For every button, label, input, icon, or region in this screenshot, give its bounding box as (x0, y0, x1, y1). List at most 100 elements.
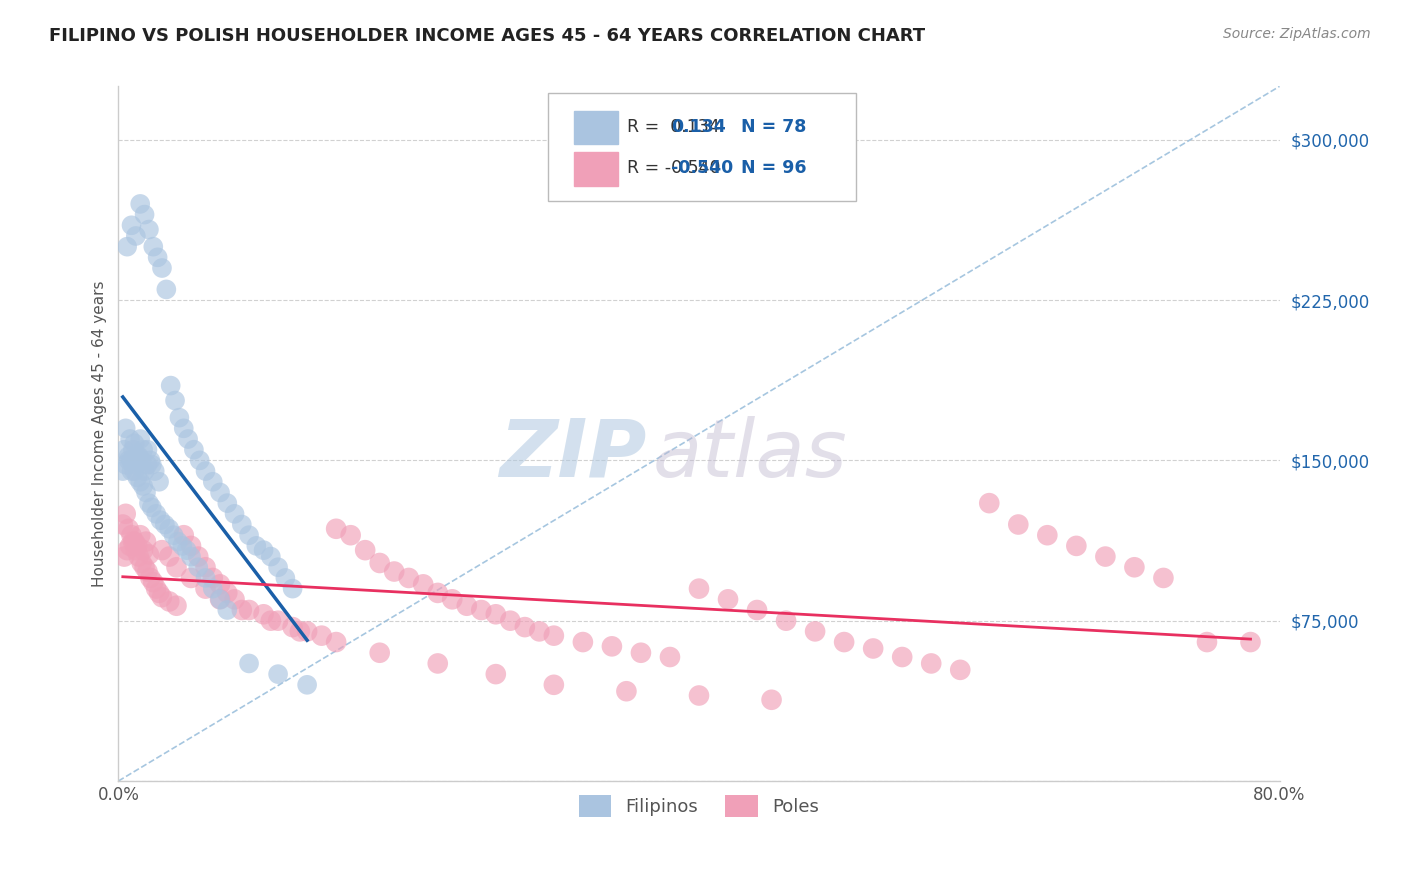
Point (187, 560, 209, 574)
Point (485, 607, 508, 622)
Point (145, 507, 167, 521)
Point (134, 560, 156, 574)
Point (135, 485, 157, 500)
Point (208, 485, 231, 500)
Point (125, 543, 148, 558)
Point (138, 548, 160, 562)
Point (339, 528, 361, 542)
Point (134, 464, 156, 478)
Point (1007, 517, 1029, 532)
Point (139, 571, 162, 585)
Point (128, 549, 150, 564)
Point (142, 575, 165, 590)
Point (177, 432, 200, 446)
Point (245, 539, 267, 553)
Point (208, 592, 231, 607)
Point (499, 614, 522, 628)
Point (891, 650, 914, 665)
Point (238, 603, 260, 617)
Point (201, 582, 224, 596)
Point (832, 635, 855, 649)
Point (862, 641, 884, 656)
Point (1195, 635, 1218, 649)
Point (217, 586, 239, 600)
Point (616, 684, 638, 698)
Point (176, 543, 198, 558)
Y-axis label: Householder Income Ages 45 - 64 years: Householder Income Ages 45 - 64 years (93, 280, 107, 587)
Text: R =  0.134: R = 0.134 (627, 118, 720, 136)
Point (124, 436, 146, 450)
Point (1094, 549, 1116, 564)
Point (111, 464, 134, 478)
Point (252, 607, 274, 622)
Point (136, 442, 159, 457)
Point (127, 539, 149, 553)
Point (117, 522, 139, 536)
Point (267, 560, 290, 574)
Point (194, 560, 217, 574)
Point (159, 378, 181, 392)
Point (114, 421, 136, 435)
Point (224, 507, 246, 521)
Point (252, 543, 274, 558)
Point (295, 624, 318, 639)
Text: FILIPINO VS POLISH HOUSEHOLDER INCOME AGES 45 - 64 YEARS CORRELATION CHART: FILIPINO VS POLISH HOUSEHOLDER INCOME AG… (49, 27, 925, 45)
Point (157, 522, 180, 536)
Point (1066, 539, 1088, 553)
Point (157, 549, 180, 564)
Point (129, 197, 152, 211)
Point (412, 577, 434, 591)
Point (325, 635, 347, 649)
Point (426, 586, 449, 600)
Point (136, 458, 159, 472)
Point (129, 528, 152, 542)
Bar (574, 153, 617, 186)
Point (112, 442, 135, 457)
Point (231, 517, 253, 532)
Point (201, 571, 224, 585)
Point (111, 517, 134, 532)
Text: Source: ZipAtlas.com: Source: ZipAtlas.com (1223, 27, 1371, 41)
Point (180, 539, 202, 553)
Text: atlas: atlas (652, 416, 848, 493)
Point (267, 614, 290, 628)
Point (117, 453, 139, 467)
Point (124, 464, 146, 478)
Point (260, 549, 283, 564)
Point (217, 603, 239, 617)
Point (121, 528, 143, 542)
Point (325, 522, 347, 536)
Text: -0.540: -0.540 (671, 160, 734, 178)
Point (129, 475, 152, 489)
Point (217, 496, 239, 510)
Point (114, 458, 136, 472)
Point (804, 624, 827, 639)
Point (166, 599, 188, 613)
Point (173, 421, 195, 435)
Point (121, 219, 143, 233)
Point (426, 657, 449, 671)
Point (382, 565, 405, 579)
Point (169, 410, 191, 425)
Point (127, 470, 149, 484)
Text: N = 96: N = 96 (741, 160, 806, 178)
Point (115, 240, 138, 254)
Point (138, 496, 160, 510)
Point (180, 571, 202, 585)
Point (441, 592, 464, 607)
Point (149, 513, 172, 527)
Point (979, 496, 1001, 510)
FancyBboxPatch shape (548, 94, 856, 201)
Point (135, 534, 157, 549)
Point (187, 549, 209, 564)
Point (1036, 528, 1059, 542)
Point (188, 453, 211, 467)
Point (183, 442, 205, 457)
Point (172, 539, 194, 553)
Point (513, 620, 536, 634)
Point (281, 620, 304, 634)
Point (173, 528, 195, 542)
Point (132, 543, 155, 558)
Point (114, 507, 136, 521)
Point (659, 650, 682, 665)
